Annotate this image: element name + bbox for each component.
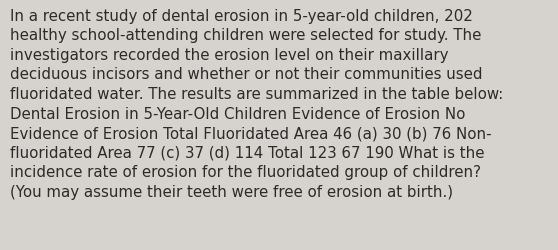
Text: In a recent study of dental erosion in 5-year-old children, 202
healthy school-a: In a recent study of dental erosion in 5… (10, 9, 503, 199)
